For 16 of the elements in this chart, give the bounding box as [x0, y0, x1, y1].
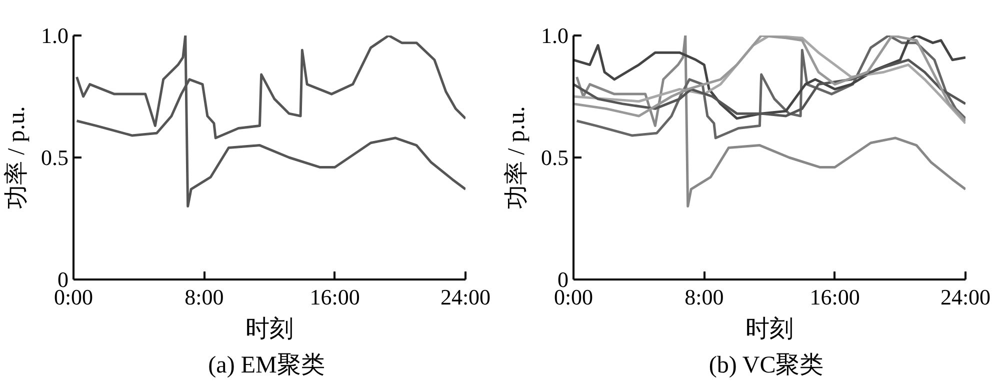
x-tick-label: 24:00: [940, 284, 991, 310]
y-tick-label: 1.0: [541, 23, 568, 48]
y-tick-label: 0.5: [41, 145, 68, 170]
y-axis-title: 功率 / p.u.: [503, 106, 530, 209]
x-axis-title: 时刻: [746, 316, 794, 342]
x-tick-label: 16:00: [810, 284, 860, 310]
y-axis-title: 功率 / p.u.: [3, 106, 30, 209]
x-tick-label: 8:00: [684, 284, 724, 310]
x-axis-title: 时刻: [246, 316, 294, 342]
y-tick-label: 0.5: [541, 145, 568, 170]
text: (a) EM聚类: [208, 352, 325, 378]
x-tick-label: 8:00: [184, 284, 224, 310]
x-tick-label: 16:00: [310, 284, 360, 310]
y-tick-label: 1.0: [41, 23, 68, 48]
x-tick-label: 24:00: [440, 284, 491, 310]
text: (b) VC聚类: [708, 352, 824, 378]
